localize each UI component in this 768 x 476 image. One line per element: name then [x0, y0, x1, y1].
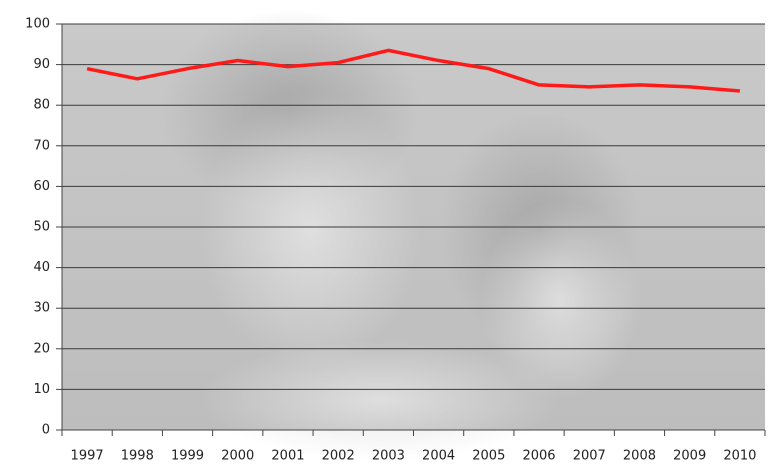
x-tick-label: 2004 — [422, 449, 455, 464]
y-tick-label: 80 — [33, 98, 50, 113]
page: {"chart_data": {"type": "line", "categor… — [0, 0, 768, 472]
x-tick-label: 2000 — [221, 449, 254, 464]
x-tick-label: 2007 — [573, 449, 606, 464]
x-tick-label: 2008 — [623, 449, 656, 464]
y-tick-label: 0 — [42, 423, 50, 438]
y-tick-label: 90 — [33, 57, 50, 72]
chart: 0 10 20 30 40 50 60 70 80 90 100 1997 1998 1999 2000 20… — [0, 0, 768, 472]
y-tick-label: 20 — [33, 341, 50, 356]
y-tick-label: 100 — [25, 17, 50, 32]
x-tick-label: 1999 — [171, 449, 204, 464]
y-tick-label: 60 — [33, 179, 50, 194]
x-tick-label: 1998 — [121, 449, 154, 464]
x-tick-label: 2010 — [723, 449, 756, 464]
y-tick-label: 70 — [33, 138, 50, 153]
x-tick-label: 2001 — [271, 449, 304, 464]
x-tick-label: 1997 — [71, 449, 104, 464]
x-tick-label: 2006 — [522, 449, 555, 464]
y-tick-label: 50 — [33, 220, 50, 235]
x-tick-label: 2005 — [472, 449, 505, 464]
y-tick-label: 30 — [33, 301, 50, 316]
x-tick-label: 2009 — [673, 449, 706, 464]
x-tick-label: 2002 — [322, 449, 355, 464]
x-tick-label: 2003 — [372, 449, 405, 464]
y-tick-label: 40 — [33, 260, 50, 275]
plot-background — [62, 10, 765, 460]
y-tick-label: 10 — [33, 382, 50, 397]
